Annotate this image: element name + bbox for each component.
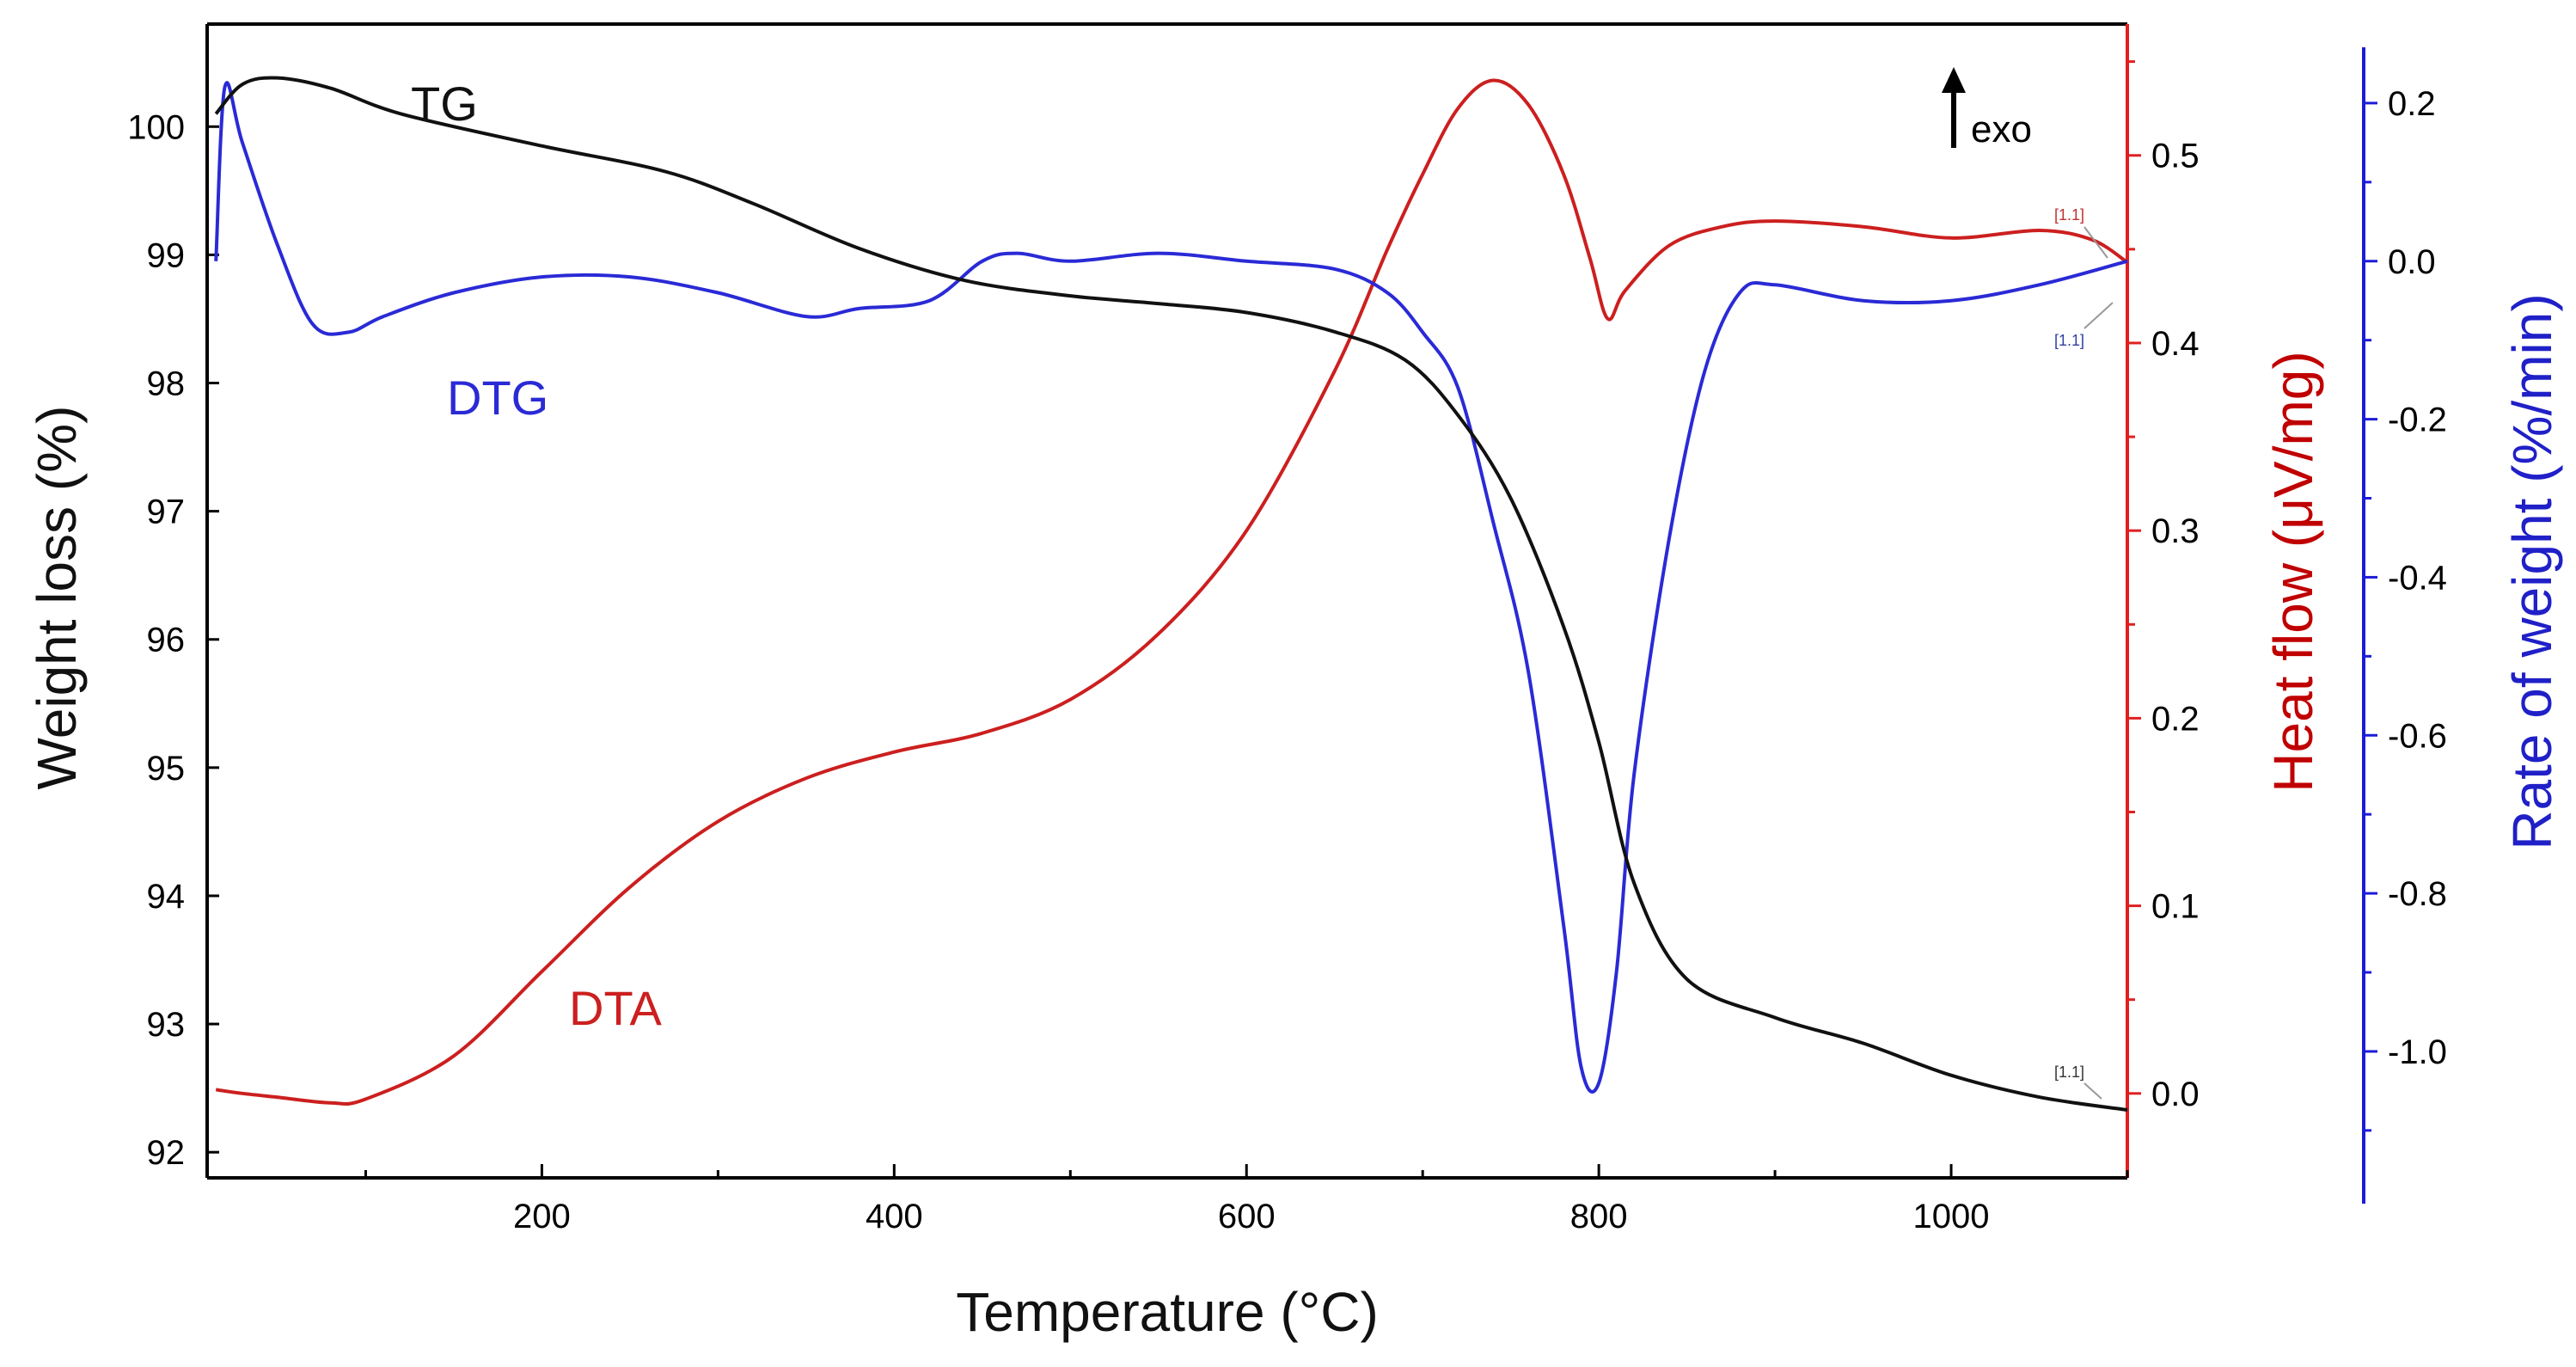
series-label-dtg: DTG: [447, 371, 548, 425]
left-tick-label: 92: [147, 1134, 186, 1172]
rate-tick-label: -1.0: [2388, 1033, 2447, 1071]
rate-tick-label: -0.8: [2388, 875, 2447, 913]
x-axis-title: Temperature (°C): [956, 1281, 1379, 1343]
rate-axis-title: Rate of weight (%/min): [2501, 293, 2563, 849]
heat-flow-axis-ticks: 0.0 0.1 0.2 0.3 0.4 0.5: [2127, 60, 2200, 1113]
heat-flow-tick-label: 0.1: [2151, 888, 2200, 926]
rate-tick-label: 0.2: [2388, 85, 2436, 123]
end-marker-tg-leader: [2083, 1082, 2102, 1100]
heat-flow-tick-label: 0.0: [2151, 1076, 2200, 1113]
series-line-dtg: [214, 81, 2128, 1094]
end-marker-dtg-leader: [2083, 302, 2114, 329]
bottom-tick-label: 1000: [1913, 1198, 1990, 1235]
exo-annotation: exo: [1942, 67, 2032, 150]
left-tick-label: 93: [147, 1006, 186, 1044]
up-arrow-icon: [1942, 67, 1966, 93]
heat-flow-tick-label: 0.4: [2151, 325, 2200, 363]
left-tick-label: 96: [147, 622, 186, 659]
left-tick-label: 99: [147, 236, 186, 274]
bottom-axis-ticks: 200 400 600 800 1000: [364, 1164, 2129, 1235]
left-tick-label: 97: [147, 493, 186, 531]
heat-flow-tick-label: 0.5: [2151, 138, 2200, 175]
bottom-tick-label: 400: [866, 1198, 923, 1235]
left-tick-label: 100: [127, 108, 185, 146]
heat-flow-tick-label: 0.3: [2151, 512, 2200, 550]
series-line-tg: [214, 76, 2128, 1112]
rate-tick-label: 0.0: [2388, 243, 2436, 281]
end-markers: [1.1] [1.1] [1.1]: [2054, 206, 2114, 1100]
bottom-tick-label: 200: [513, 1198, 571, 1235]
series-line-dta: [215, 78, 2129, 1106]
series-label-tg: TG: [411, 77, 478, 131]
left-tick-label: 94: [147, 878, 186, 916]
bottom-tick-label: 800: [1570, 1198, 1628, 1235]
end-marker-dta: [1.1]: [2054, 206, 2084, 224]
heat-flow-tick-label: 0.2: [2151, 700, 2200, 738]
end-marker-dtg: [1.1]: [2054, 332, 2084, 349]
heat-flow-axis-title: Heat flow (μV/mg): [2262, 351, 2324, 792]
left-axis-ticks: 92 93 94 95 96 97 98 99 100: [127, 108, 219, 1172]
end-marker-dta-leader: [2083, 226, 2108, 259]
series-label-dta: DTA: [569, 981, 662, 1035]
rate-tick-label: -0.4: [2388, 559, 2447, 597]
bottom-tick-label: 600: [1218, 1198, 1276, 1235]
rate-axis-ticks: -1.0 -0.8 -0.6 -0.4 -0.2 0.0 0.2: [2364, 85, 2447, 1132]
end-marker-tg: [1.1]: [2054, 1064, 2084, 1081]
rate-tick-label: -0.6: [2388, 717, 2447, 755]
left-tick-label: 95: [147, 750, 186, 788]
left-tick-label: 98: [147, 365, 186, 403]
left-axis-title: Weight loss (%): [26, 406, 88, 790]
rate-tick-label: -0.2: [2388, 402, 2447, 439]
exo-label: exo: [1971, 108, 2032, 150]
